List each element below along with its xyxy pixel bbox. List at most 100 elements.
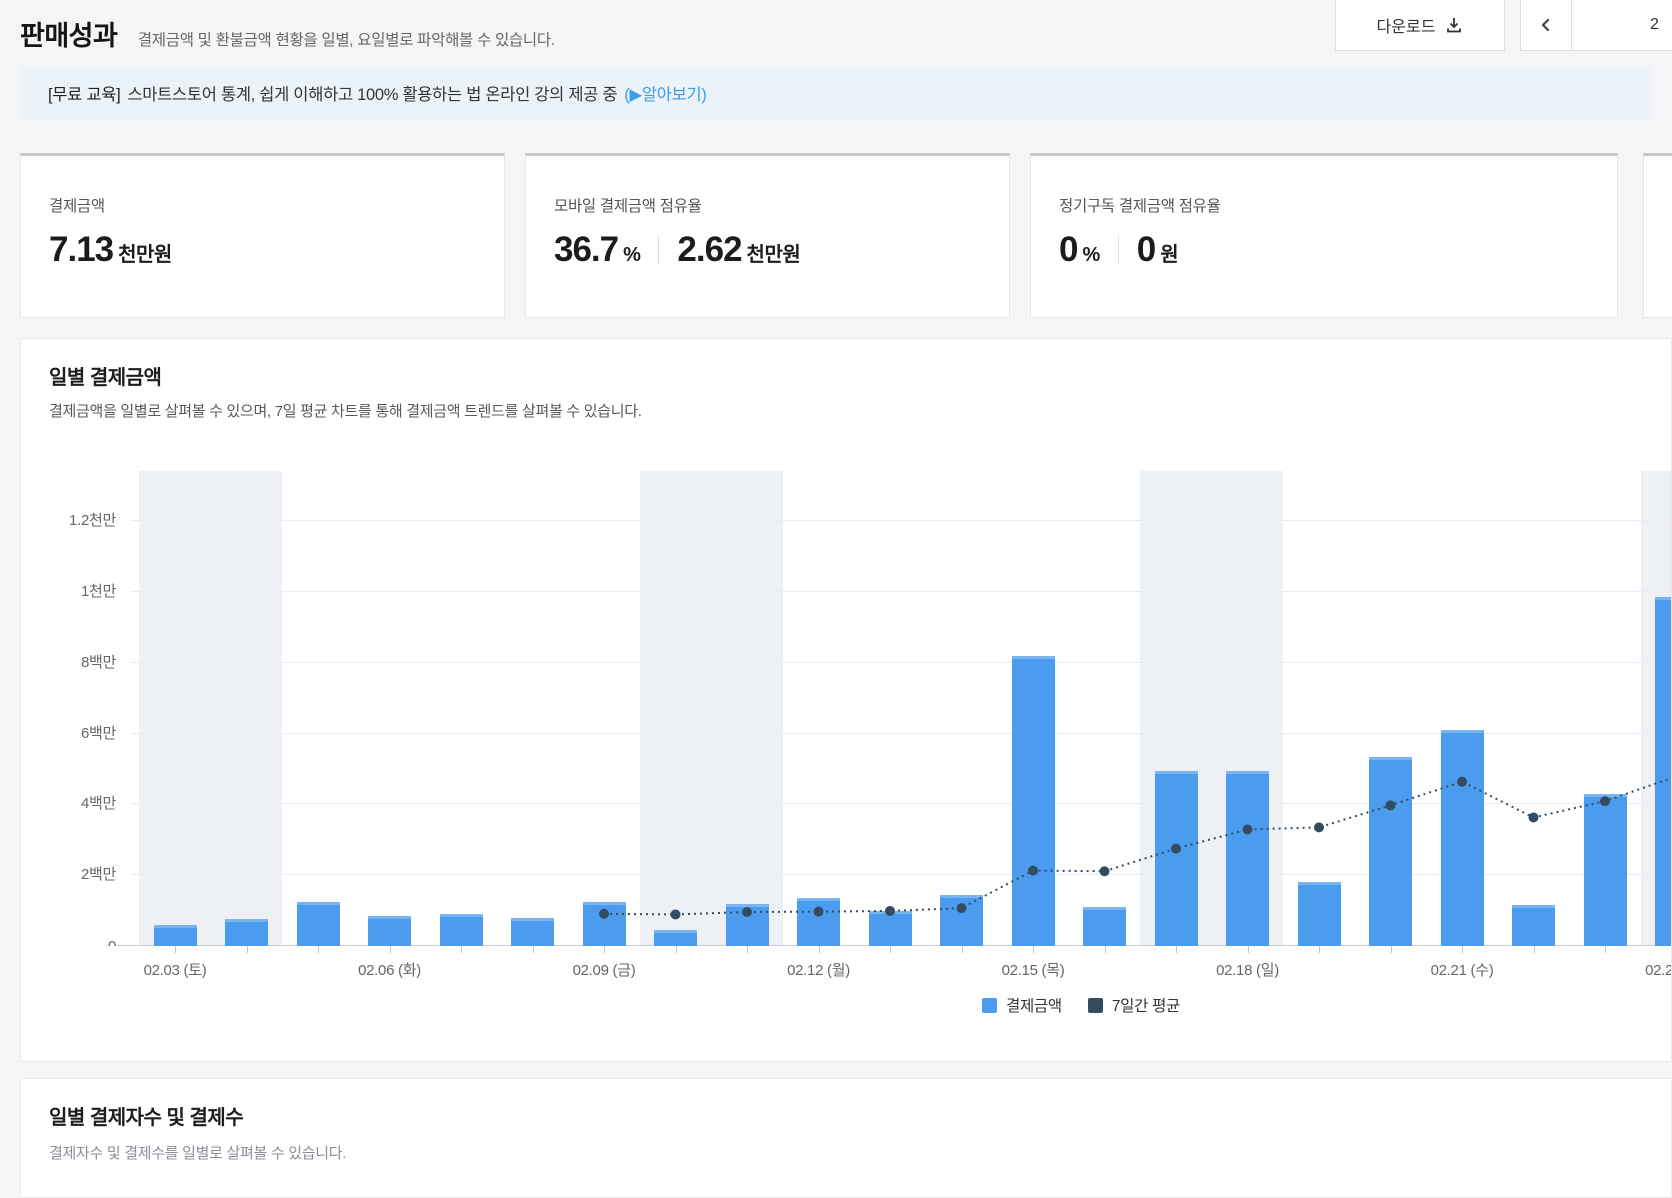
stat-card-subscription-share: 정기구독 결제금액 점유율 0 % 0 원 xyxy=(1030,153,1618,318)
chart-bar[interactable] xyxy=(869,911,912,946)
stat-card-partial xyxy=(1643,153,1672,318)
y-axis-label: 8백만 xyxy=(21,651,116,672)
legend-item-payment[interactable]: 결제금액 xyxy=(982,994,1062,1016)
x-axis-tick xyxy=(461,946,462,953)
x-axis-tick xyxy=(819,946,820,953)
stat-divider xyxy=(1118,236,1119,264)
stat-unit: % xyxy=(1082,244,1099,267)
stat-unit: 천만원 xyxy=(747,238,801,267)
chart-bar[interactable] xyxy=(1512,905,1555,946)
stat-value: 0 xyxy=(1059,230,1077,270)
chart-bar[interactable] xyxy=(1155,771,1198,946)
x-axis-tick xyxy=(390,946,391,953)
section-subtitle: 결제금액을 일별로 살펴볼 수 있으며, 7일 평균 차트를 통해 결제금액 트… xyxy=(49,400,1671,421)
banner-prefix: [무료 교육] xyxy=(48,81,120,105)
x-axis-tick xyxy=(1248,946,1249,953)
y-axis-label: 2백만 xyxy=(21,863,116,884)
legend-item-average[interactable]: 7일간 평균 xyxy=(1088,994,1180,1016)
stat-card-payment-amount: 결제금액 7.13 천만원 xyxy=(20,153,505,318)
x-axis-tick xyxy=(1176,946,1177,953)
section-title: 일별 결제자수 및 결제수 xyxy=(49,1101,1671,1130)
banner-learn-more-link[interactable]: (▶알아보기) xyxy=(624,81,706,105)
x-axis-tick xyxy=(318,946,319,953)
gridline xyxy=(131,662,1672,663)
chart-bar[interactable] xyxy=(1369,757,1412,946)
x-axis-tick xyxy=(533,946,534,953)
x-axis-label: 02.24 (토) xyxy=(1645,959,1672,980)
chart-bar[interactable] xyxy=(1298,882,1341,946)
chart-bar[interactable] xyxy=(1655,597,1672,946)
y-axis-label: 1천만 xyxy=(21,580,116,601)
chart-bar[interactable] xyxy=(511,918,554,946)
chart-bar[interactable] xyxy=(1584,794,1627,946)
date-range-display[interactable]: 2 xyxy=(1572,0,1672,51)
summary-cards-row: 결제금액 7.13 천만원 모바일 결제금액 점유율 36.7 % 2.62 천… xyxy=(20,153,1672,318)
x-axis-tick xyxy=(676,946,677,953)
x-axis-tick xyxy=(747,946,748,953)
stat-label: 모바일 결제금액 점유율 xyxy=(554,194,1009,216)
chart-bar[interactable] xyxy=(440,914,483,946)
chart-bar[interactable] xyxy=(940,895,983,946)
y-axis-label: 0 xyxy=(21,938,116,946)
banner-message: 스마트스토어 통계, 쉽게 이해하고 100% 활용하는 법 온라인 강의 제공… xyxy=(127,81,617,105)
chart-bar[interactable] xyxy=(154,925,197,946)
x-axis-label: 02.18 (일) xyxy=(1216,959,1279,980)
x-axis-tick xyxy=(1605,946,1606,953)
y-axis-label: 4백만 xyxy=(21,792,116,813)
x-axis-label: 02.09 (금) xyxy=(573,959,636,980)
x-axis-label: 02.12 (월) xyxy=(787,959,850,980)
chart-bar[interactable] xyxy=(1083,907,1126,946)
x-axis-tick xyxy=(962,946,963,953)
stat-unit: 천만원 xyxy=(118,238,172,267)
daily-payment-amount-section: 일별 결제금액 결제금액을 일별로 살펴볼 수 있으며, 7일 평균 차트를 통… xyxy=(20,338,1672,1062)
chart-bar[interactable] xyxy=(368,916,411,946)
chart-bar[interactable] xyxy=(583,902,626,946)
stat-unit: 원 xyxy=(1160,238,1178,267)
stat-value: 2.62 xyxy=(677,230,741,270)
download-button-label: 다운로드 xyxy=(1377,13,1436,37)
x-axis-tick xyxy=(1534,946,1535,953)
section-subtitle: 결제자수 및 결제수를 일별로 살펴볼 수 있습니다. xyxy=(49,1142,1671,1163)
y-axis-label: 1.2천만 xyxy=(21,509,116,530)
x-axis-tick xyxy=(1462,946,1463,953)
chart-bar[interactable] xyxy=(726,904,769,947)
daily-payer-count-section: 일별 결제자수 및 결제수 결제자수 및 결제수를 일별로 살펴볼 수 있습니다… xyxy=(20,1078,1672,1198)
previous-period-button[interactable] xyxy=(1520,0,1572,51)
chart-legend: 결제금액 7일간 평균 xyxy=(982,994,1180,1016)
chart-bar[interactable] xyxy=(797,898,840,946)
education-banner: [무료 교육] 스마트스토어 통계, 쉽게 이해하고 100% 활용하는 법 온… xyxy=(20,66,1652,120)
chevron-left-icon xyxy=(1538,17,1554,33)
chart-bar[interactable] xyxy=(1226,771,1269,946)
legend-label: 결제금액 xyxy=(1006,994,1062,1016)
download-icon xyxy=(1445,16,1463,34)
chart-bar[interactable] xyxy=(225,919,268,946)
date-range-navigator: 2 xyxy=(1520,0,1672,51)
stat-value: 7.13 xyxy=(49,230,113,270)
download-button[interactable]: 다운로드 xyxy=(1335,0,1505,51)
gridline xyxy=(131,591,1672,592)
date-range-text: 2 xyxy=(1650,16,1659,34)
x-axis-label: 02.21 (수) xyxy=(1431,959,1494,980)
stat-divider xyxy=(658,236,659,264)
x-axis-tick xyxy=(1391,946,1392,953)
x-axis-tick xyxy=(604,946,605,953)
stat-card-mobile-share: 모바일 결제금액 점유율 36.7 % 2.62 천만원 xyxy=(525,153,1010,318)
chart-bar[interactable] xyxy=(1012,656,1055,946)
stat-value: 0 xyxy=(1137,230,1155,270)
x-axis-tick xyxy=(175,946,176,953)
x-axis-label: 02.15 (목) xyxy=(1002,959,1065,980)
legend-label: 7일간 평균 xyxy=(1112,994,1180,1016)
x-axis-label: 02.03 (토) xyxy=(144,959,207,980)
x-axis-tick xyxy=(1033,946,1034,953)
chart-bar[interactable] xyxy=(297,902,340,946)
chart-bar[interactable] xyxy=(1441,730,1484,946)
daily-payment-chart[interactable]: 02백만4백만6백만8백만1천만1.2천만 xyxy=(21,471,1672,946)
x-axis-tick xyxy=(890,946,891,953)
gridline xyxy=(131,520,1672,521)
page-header: 판매성과 결제금액 및 환불금액 현황을 일별, 요일별로 파악해볼 수 있습니… xyxy=(0,0,1672,60)
x-axis-tick xyxy=(1319,946,1320,953)
x-axis-tick xyxy=(1105,946,1106,953)
x-axis-tick xyxy=(247,946,248,953)
chart-bar[interactable] xyxy=(654,930,697,946)
stat-label: 정기구독 결제금액 점유율 xyxy=(1059,194,1617,216)
